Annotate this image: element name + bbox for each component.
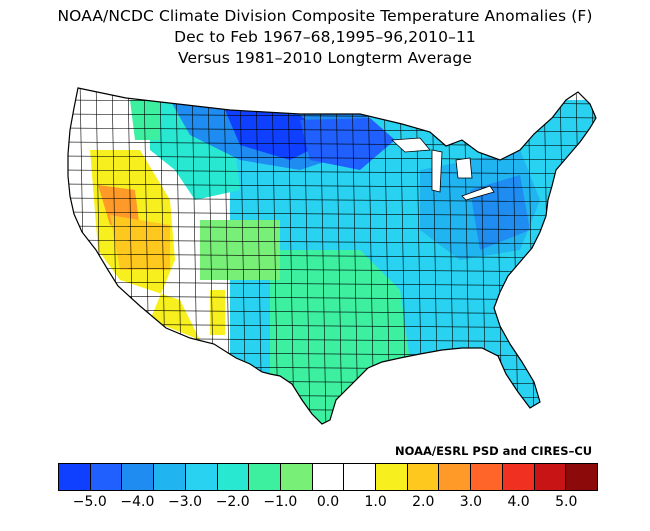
new-mexico-yellow-region [210, 290, 225, 335]
scale-swatch-12 [439, 464, 472, 490]
scale-tick-label: 1.0 [364, 494, 387, 510]
lake-huron [455, 157, 473, 179]
lake-superior [391, 137, 431, 153]
scale-tick-label: −2.0 [215, 494, 250, 510]
data-credit: NOAA/ESRL PSD and CIRES–CU [395, 444, 593, 458]
scale-swatch-13 [471, 464, 503, 490]
scale-swatch-14 [502, 464, 535, 490]
division-line [68, 253, 596, 259]
division-line [271, 88, 279, 424]
scale-tick-label: −5.0 [72, 494, 107, 510]
color-scale-bar [58, 463, 598, 491]
utah-warm-region [110, 215, 170, 270]
division-line [68, 169, 596, 175]
scale-swatch-4 [185, 464, 218, 490]
scale-tick-label: 0.0 [316, 494, 340, 510]
scale-swatch-15 [534, 464, 567, 490]
map-title-block: NOAA/NCDC Climate Division Composite Tem… [0, 6, 650, 69]
scale-swatch-9 [344, 464, 377, 490]
scale-swatch-0 [59, 464, 91, 490]
scale-tick-label: −1.0 [263, 494, 298, 510]
division-line [287, 88, 295, 424]
division-line [68, 239, 596, 245]
scale-swatch-11 [407, 464, 440, 490]
lake-michigan [431, 149, 443, 193]
scale-tick-label: 4.0 [507, 494, 530, 510]
scale-tick-label: −3.0 [168, 494, 203, 510]
lake-erie [461, 185, 495, 201]
map-title: NOAA/NCDC Climate Division Composite Tem… [57, 7, 593, 25]
division-line [68, 197, 596, 203]
scale-swatch-8 [312, 464, 345, 490]
division-line [68, 183, 596, 189]
map-subtitle-period: Dec to Feb 1967–68,1995–96,2010–11 [174, 28, 476, 46]
division-line [591, 88, 596, 424]
division-line [68, 155, 596, 161]
scale-tick-label: 5.0 [555, 494, 578, 510]
division-line [68, 225, 596, 231]
division-line [68, 407, 596, 413]
scale-swatch-16 [566, 464, 597, 490]
scale-swatch-10 [376, 464, 408, 490]
division-line [68, 211, 596, 217]
scale-swatch-1 [90, 464, 123, 490]
scale-tick-label: −4.0 [120, 494, 155, 510]
colorado-region [200, 220, 280, 280]
scale-tick-label: 2.0 [412, 494, 435, 510]
color-scale-ticks: −5.0 −4.0 −3.0 −2.0 −1.0 0.0 1.0 2.0 3.0 4.0 5.0 [0, 494, 650, 514]
scale-swatch-6 [249, 464, 281, 490]
scale-swatch-7 [280, 464, 313, 490]
map-subtitle-baseline: Versus 1981–2010 Longterm Average [178, 49, 472, 67]
scale-swatch-3 [154, 464, 186, 490]
division-line [335, 88, 343, 424]
division-line [351, 88, 359, 424]
scale-swatch-5 [217, 464, 250, 490]
idaho-panhandle-region [130, 100, 160, 140]
scale-swatch-2 [122, 464, 155, 490]
division-line [68, 421, 596, 424]
division-line [303, 88, 311, 424]
division-line [319, 88, 327, 424]
scale-tick-label: 3.0 [459, 494, 483, 510]
